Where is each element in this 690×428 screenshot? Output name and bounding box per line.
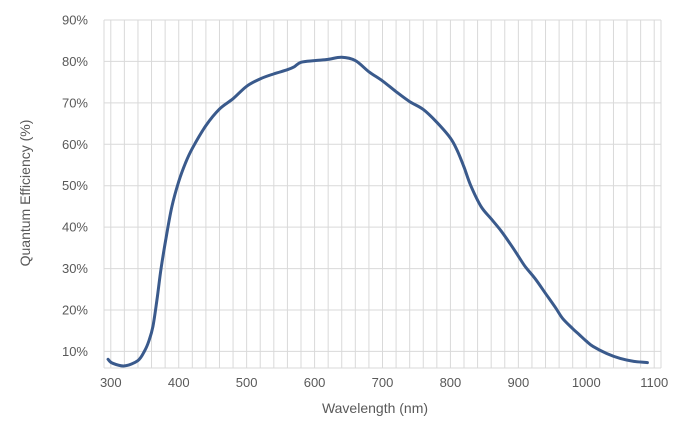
y-tick-label: 30%	[62, 261, 88, 276]
y-tick-label: 60%	[62, 137, 88, 152]
x-tick-label: 700	[372, 375, 394, 390]
x-tick-label: 300	[100, 375, 122, 390]
x-tick-label: 1000	[572, 375, 601, 390]
series-line	[106, 55, 649, 368]
x-tick-label: 800	[440, 375, 462, 390]
y-tick-label: 70%	[62, 95, 88, 110]
y-grid	[104, 19, 661, 369]
x-tick-label: 900	[508, 375, 530, 390]
series-layer	[106, 55, 649, 368]
y-tick-label: 20%	[62, 303, 88, 318]
x-tick-label: 1100	[640, 375, 668, 390]
y-axis: 10% 20% 30% 40% 50% 60% 70% 80% 90%	[62, 13, 88, 359]
y-tick-label: 80%	[62, 54, 88, 69]
x-tick-label: 400	[168, 375, 190, 390]
x-tick-label: 500	[236, 375, 258, 390]
y-tick-label: 10%	[62, 344, 88, 359]
y-tick-label: 90%	[62, 13, 88, 28]
y-tick-label: 40%	[62, 220, 88, 235]
y-axis-title: Quantum Efficiency (%)	[17, 120, 33, 267]
x-axis: 300 400 500 600 700 800 900 1000 1100	[100, 375, 668, 390]
y-tick-label: 50%	[62, 178, 88, 193]
x-axis-title: Wavelength (nm)	[322, 400, 428, 416]
x-grid	[103, 20, 662, 368]
x-tick-label: 600	[304, 375, 326, 390]
